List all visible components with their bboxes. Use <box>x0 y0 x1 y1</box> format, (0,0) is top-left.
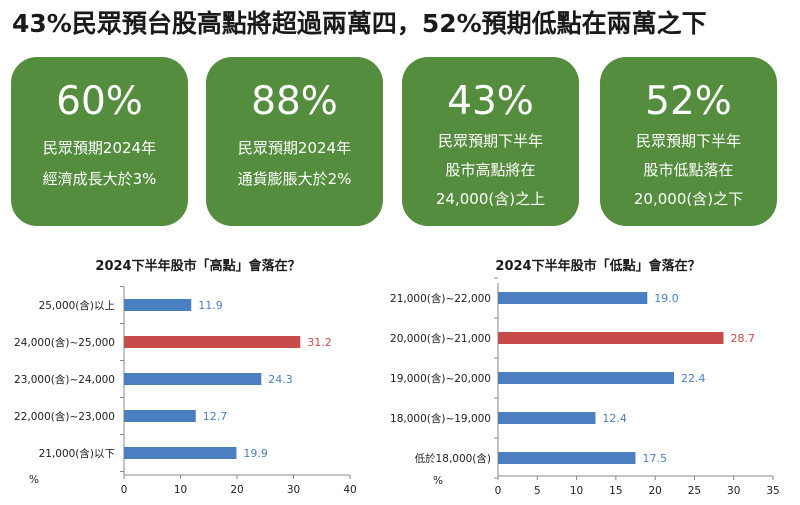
x-tick-label: 10 <box>174 484 187 496</box>
stat-description: 民眾預期下半年 股市高點將在 24,000(含)之上 <box>402 127 579 214</box>
stat-line: 24,000(含)之上 <box>435 190 546 208</box>
stat-description: 民眾預期下半年 股市低點落在 20,000(含)之下 <box>600 127 777 214</box>
x-tick-label: 5 <box>534 485 541 497</box>
bar <box>124 373 262 385</box>
stat-line: 通貨膨脹大於2% <box>237 170 352 188</box>
category-label: 21,000(含)~22,000 <box>390 292 491 305</box>
x-tick-label: 25 <box>688 485 701 497</box>
category-label: 低於18,000(含) <box>415 452 491 465</box>
stat-card-gdp: 60% 民眾預期2024年 經濟成長大於3% <box>11 57 188 226</box>
x-tick-label: 15 <box>609 485 622 497</box>
stat-card-inflation: 88% 民眾預期2024年 通貨膨脹大於2% <box>206 57 383 226</box>
bar <box>124 410 196 422</box>
x-tick-label: 0 <box>495 485 502 497</box>
stat-value: 43% <box>447 79 534 124</box>
data-label: 11.9 <box>198 299 223 312</box>
bar <box>498 372 674 384</box>
stat-line: 民眾預期2024年 <box>237 139 352 157</box>
stat-line: 民眾預期下半年 <box>437 132 543 150</box>
bar <box>498 412 596 424</box>
stat-card-low-point: 52% 民眾預期下半年 股市低點落在 20,000(含)之下 <box>600 57 777 226</box>
data-label: 12.7 <box>203 410 228 423</box>
data-label: 28.7 <box>731 332 756 345</box>
bar <box>124 336 301 348</box>
stat-card-high-point: 43% 民眾預期下半年 股市高點將在 24,000(含)之上 <box>402 57 579 226</box>
category-label: 22,000(含)~23,000 <box>14 410 115 423</box>
unit-label: % <box>29 474 39 486</box>
x-tick-label: 35 <box>766 485 779 497</box>
stat-value: 60% <box>56 79 143 124</box>
data-label: 12.4 <box>602 412 627 425</box>
data-label: 19.9 <box>243 447 268 460</box>
bar <box>498 292 648 304</box>
bar <box>498 332 724 344</box>
bar <box>124 299 192 311</box>
unit-label: % <box>433 475 443 487</box>
data-label: 24.3 <box>268 373 293 386</box>
stat-line: 民眾預期2024年 <box>42 139 157 157</box>
stat-line: 股市高點將在 <box>445 161 536 179</box>
category-label: 21,000(含)以下 <box>39 447 115 460</box>
stat-description: 民眾預期2024年 經濟成長大於3% <box>11 133 188 195</box>
stat-value: 52% <box>645 79 732 124</box>
x-tick-label: 40 <box>343 484 356 496</box>
stat-value: 88% <box>251 79 338 124</box>
chart-title: 2024下半年股市「高點」會落在？ <box>95 258 300 274</box>
data-label: 31.2 <box>307 336 332 349</box>
x-tick-label: 30 <box>727 485 740 497</box>
data-label: 19.0 <box>654 292 679 305</box>
data-label: 17.5 <box>643 452 668 465</box>
category-label: 18,000(含)~19,000 <box>390 412 491 425</box>
stat-line: 經濟成長大於3% <box>42 170 157 188</box>
page-title: 43%民眾預台股高點將超過兩萬四，52%預期低點在兩萬之下 <box>12 9 707 38</box>
category-label: 20,000(含)~21,000 <box>390 332 491 345</box>
chart-title: 2024下半年股市「低點」會落在？ <box>495 258 700 274</box>
stat-line: 民眾預期下半年 <box>635 132 741 150</box>
category-label: 24,000(含)~25,000 <box>14 336 115 349</box>
data-label: 22.4 <box>681 372 706 385</box>
category-label: 25,000(含)以上 <box>39 299 115 312</box>
x-tick-label: 0 <box>121 484 128 496</box>
category-label: 19,000(含)~20,000 <box>390 372 491 385</box>
stat-description: 民眾預期2024年 通貨膨脹大於2% <box>206 133 383 195</box>
x-tick-label: 30 <box>287 484 300 496</box>
bar <box>498 452 636 464</box>
x-tick-label: 20 <box>648 485 661 497</box>
x-tick-label: 20 <box>230 484 243 496</box>
stat-line: 股市低點落在 <box>643 161 734 179</box>
category-label: 23,000(含)~24,000 <box>14 373 115 386</box>
x-tick-label: 10 <box>570 485 583 497</box>
bar <box>124 447 237 459</box>
stat-line: 20,000(含)之下 <box>633 190 744 208</box>
